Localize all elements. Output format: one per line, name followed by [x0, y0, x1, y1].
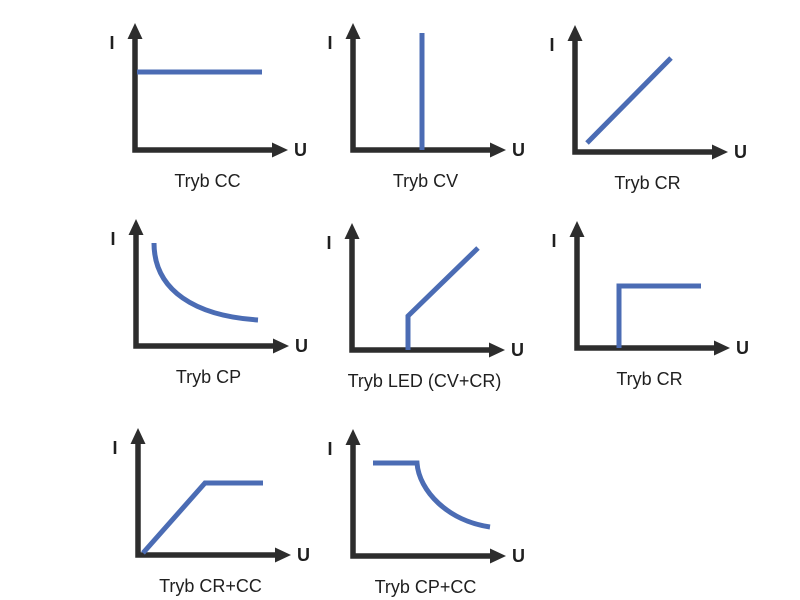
x-axis-label: U: [512, 140, 525, 160]
panel-caption: Tryb CP: [175, 367, 242, 387]
panel-caption: Tryb CP+CC: [374, 577, 477, 597]
y-axis-label: I: [109, 33, 114, 53]
y-axis-arrowhead-icon: [130, 428, 146, 444]
y-axis-label: I: [551, 231, 556, 251]
axes: [350, 36, 493, 153]
y-axis-arrowhead-icon: [569, 221, 585, 237]
y-axis-arrowhead-icon: [345, 429, 361, 445]
iu-curve: [373, 460, 491, 530]
axes: [133, 232, 276, 349]
panel-tryb-cp-cc: I U Tryb CP+CC: [313, 426, 538, 597]
x-axis-label: U: [734, 142, 747, 162]
x-axis-label: U: [294, 140, 307, 160]
axes: [572, 38, 715, 155]
x-axis-arrowhead-icon: [273, 338, 289, 354]
y-axis-label: I: [327, 33, 332, 53]
panel-tryb-cr-step: I U Tryb CR: [537, 218, 762, 389]
y-axis-arrowhead-icon: [127, 23, 143, 39]
iu-curve: [405, 246, 480, 350]
iu-plot: I U: [109, 23, 307, 160]
panel-caption: Tryb CR+CC: [159, 576, 262, 596]
y-axis-arrowhead-icon: [567, 25, 583, 41]
axes: [349, 236, 492, 353]
iu-plot: I U: [327, 429, 525, 566]
iu-plot: I U: [327, 23, 525, 160]
iu-plot: I U: [112, 428, 310, 565]
panel-caption: Tryb CR: [616, 369, 683, 389]
x-axis-label: U: [511, 340, 524, 360]
x-axis-arrowhead-icon: [714, 340, 730, 356]
x-axis-arrowhead-icon: [272, 142, 288, 158]
y-axis-label: I: [326, 233, 331, 253]
x-axis-arrowhead-icon: [275, 547, 291, 563]
iu-curve: [585, 56, 673, 145]
iu-plot: I U: [549, 25, 747, 162]
y-axis-arrowhead-icon: [345, 23, 361, 39]
panel-caption: Tryb CV: [392, 171, 459, 191]
axes: [132, 36, 275, 153]
panel-tryb-cc: I U Tryb CC: [95, 20, 320, 191]
x-axis-arrowhead-icon: [489, 342, 505, 358]
panel-tryb-cr: I U Tryb CR: [535, 22, 760, 193]
panel-tryb-cv: I U Tryb CV: [313, 20, 538, 191]
iu-plot: I U: [551, 221, 749, 358]
x-axis-label: U: [297, 545, 310, 565]
x-axis-arrowhead-icon: [490, 548, 506, 564]
x-axis-label: U: [295, 336, 308, 356]
iu-curve: [616, 283, 701, 348]
y-axis-label: I: [112, 438, 117, 458]
y-axis-arrowhead-icon: [128, 219, 144, 235]
x-axis-arrowhead-icon: [712, 144, 728, 160]
panel-caption: Tryb CC: [174, 171, 241, 191]
x-axis-arrowhead-icon: [490, 142, 506, 158]
panel-tryb-led: I U Tryb LED (CV+CR): [312, 220, 537, 391]
panel-tryb-cp: I U Tryb CP: [96, 216, 321, 387]
y-axis-label: I: [110, 229, 115, 249]
iu-plot: I U: [110, 219, 308, 356]
iu-curve: [141, 480, 263, 555]
axes: [135, 441, 278, 558]
x-axis-label: U: [736, 338, 749, 358]
axes: [574, 234, 717, 351]
y-axis-label: I: [327, 439, 332, 459]
x-axis-label: U: [512, 546, 525, 566]
y-axis-label: I: [549, 35, 554, 55]
iu-curve: [151, 242, 259, 323]
panel-tryb-cr-cc: I U Tryb CR+CC: [98, 425, 323, 596]
panel-caption: Tryb LED (CV+CR): [347, 371, 502, 391]
y-axis-arrowhead-icon: [344, 223, 360, 239]
panel-caption: Tryb CR: [614, 173, 681, 193]
axes: [350, 442, 493, 559]
iu-plot: I U: [326, 223, 524, 360]
